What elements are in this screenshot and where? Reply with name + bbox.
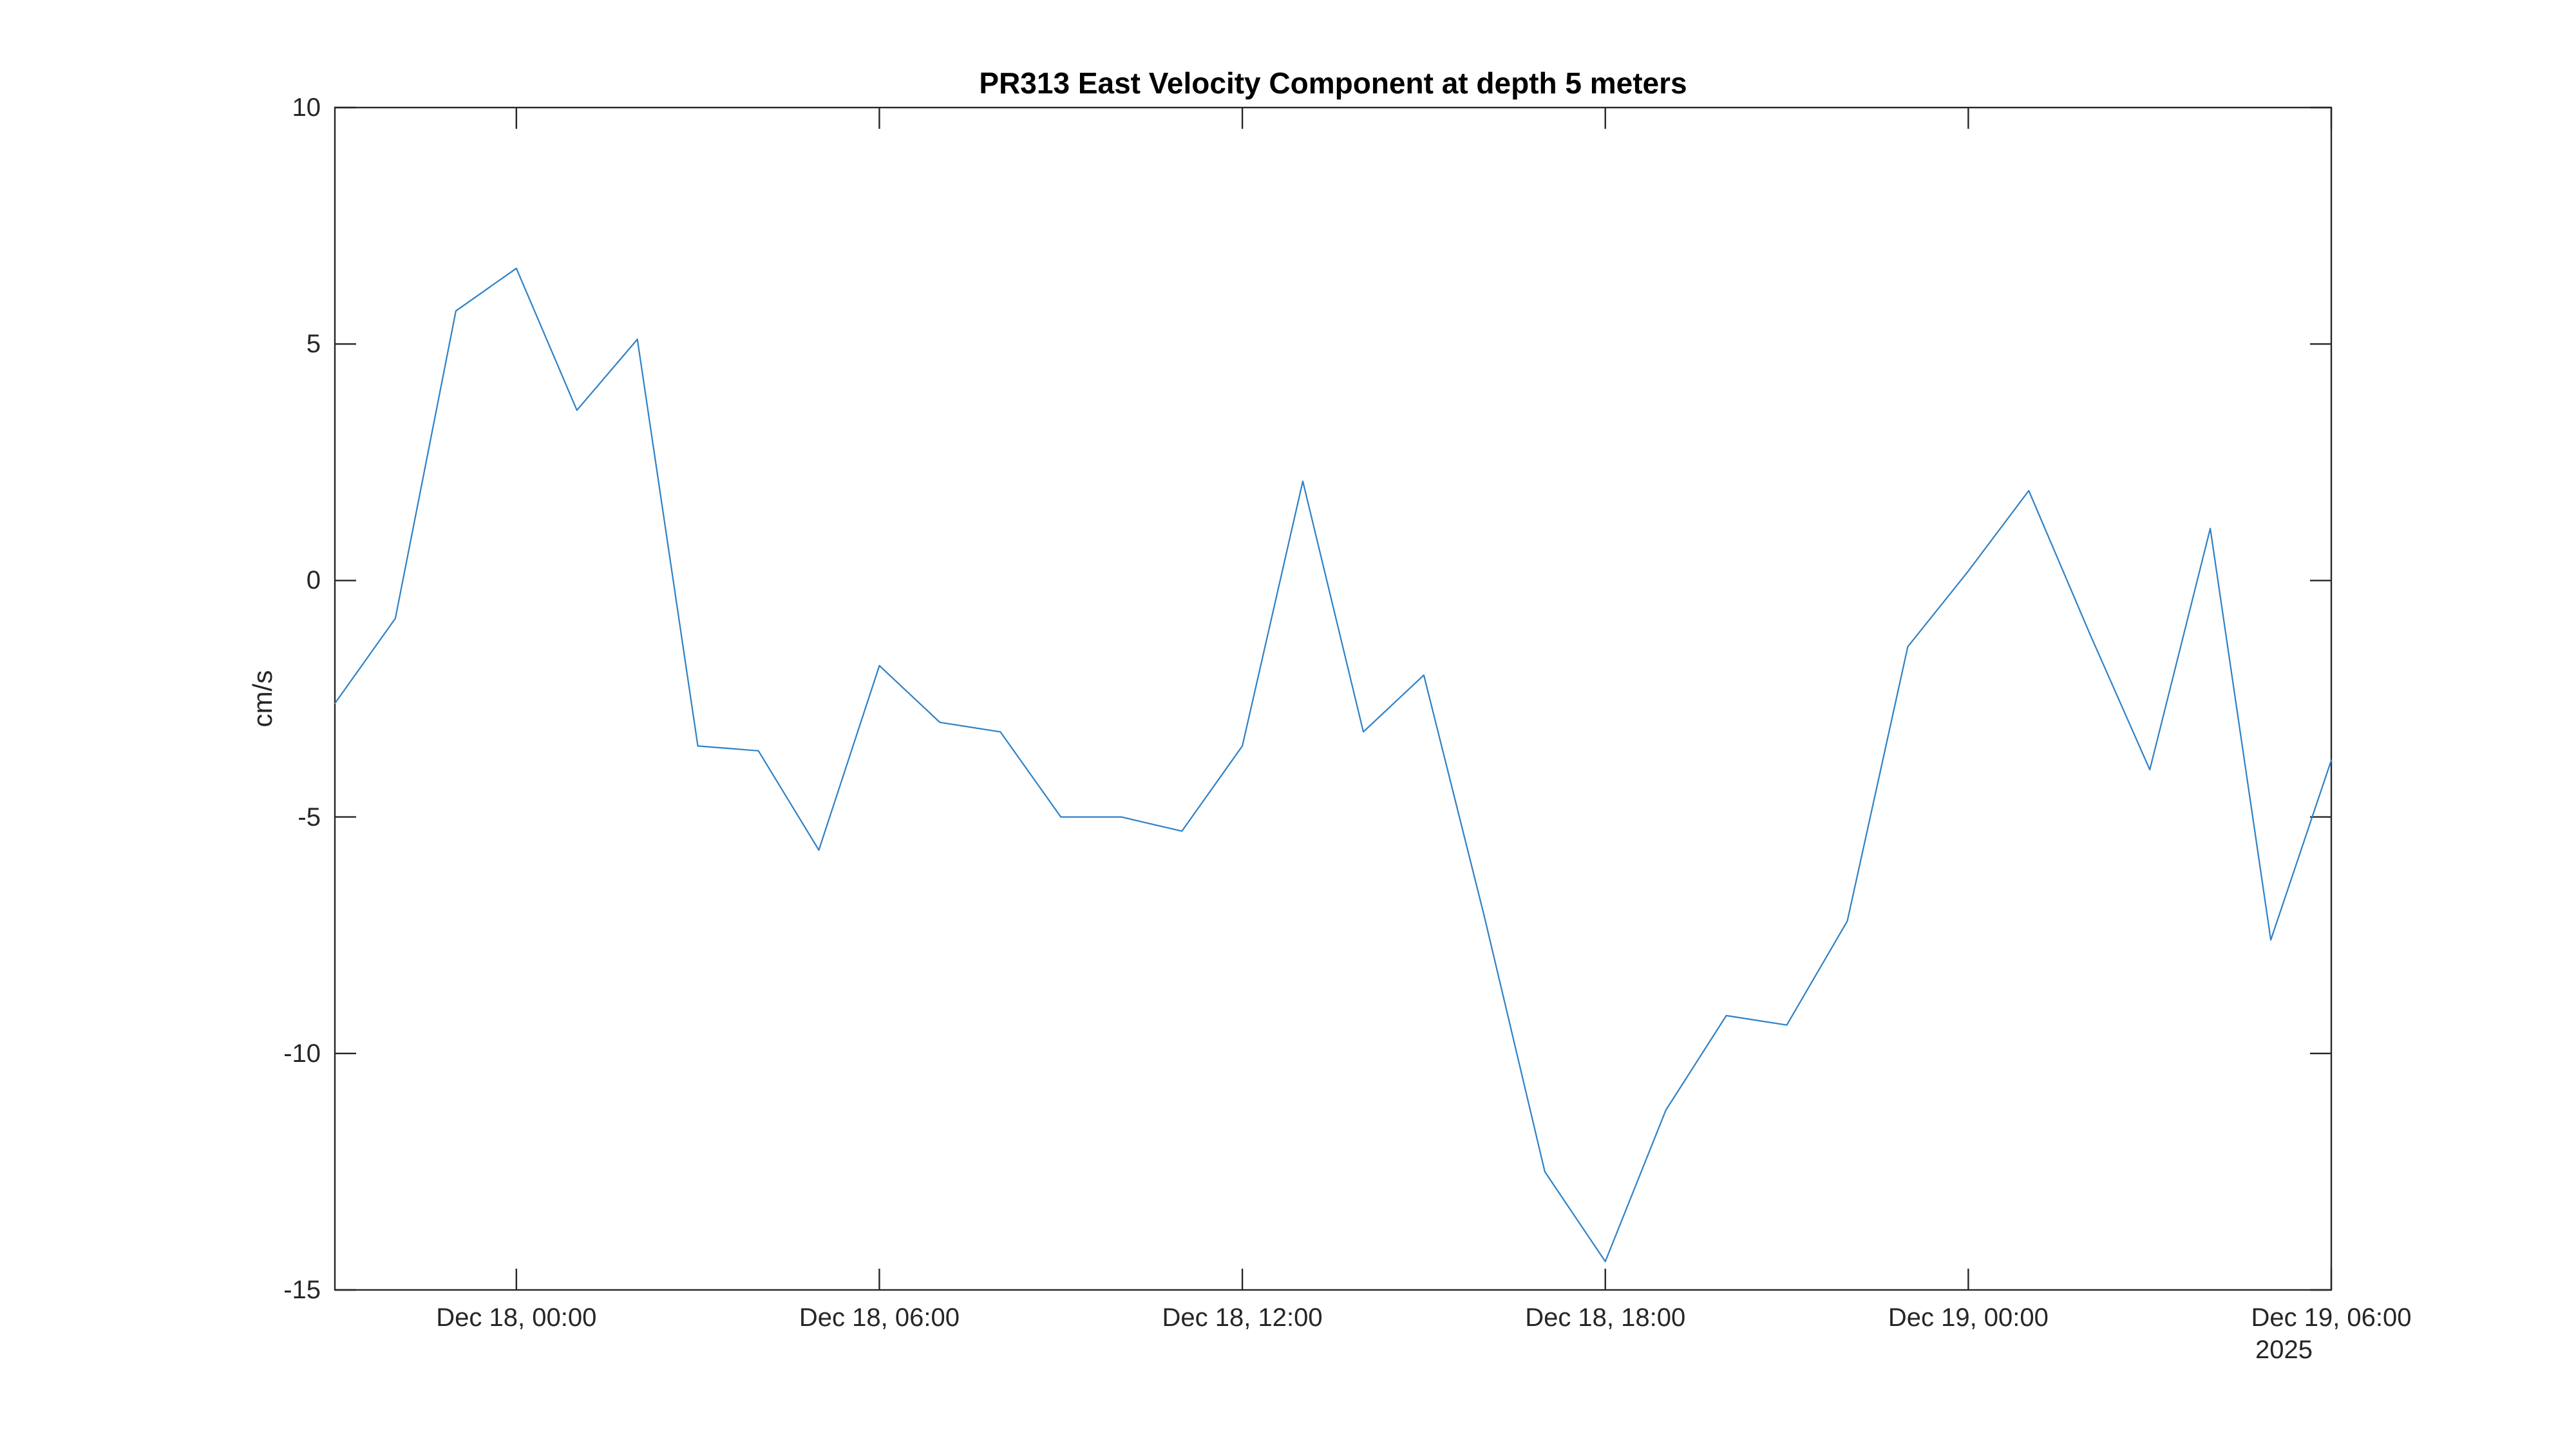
- chart-title: PR313 East Velocity Component at depth 5…: [979, 66, 1687, 100]
- x-tick-label: Dec 18, 18:00: [1525, 1303, 1686, 1332]
- x-tick-label: Dec 19, 00:00: [1888, 1303, 2049, 1332]
- y-tick-label: 10: [292, 93, 321, 122]
- y-tick-label: -15: [283, 1276, 321, 1304]
- x-tick-label: Dec 18, 12:00: [1162, 1303, 1323, 1332]
- y-tick-label: -10: [283, 1039, 321, 1068]
- y-tick-label: 0: [306, 566, 321, 595]
- axes-box: [334, 106, 2333, 1291]
- x-tick-label: Dec 19, 06:00: [2251, 1303, 2412, 1332]
- x-axis-year-label: 2025: [2255, 1336, 2313, 1364]
- x-tick-label: Dec 18, 06:00: [799, 1303, 960, 1332]
- y-tick-label: -5: [298, 802, 321, 831]
- data-line: [334, 267, 2333, 1263]
- y-tick-label: 5: [306, 330, 321, 359]
- x-tick-label: Dec 18, 00:00: [436, 1303, 597, 1332]
